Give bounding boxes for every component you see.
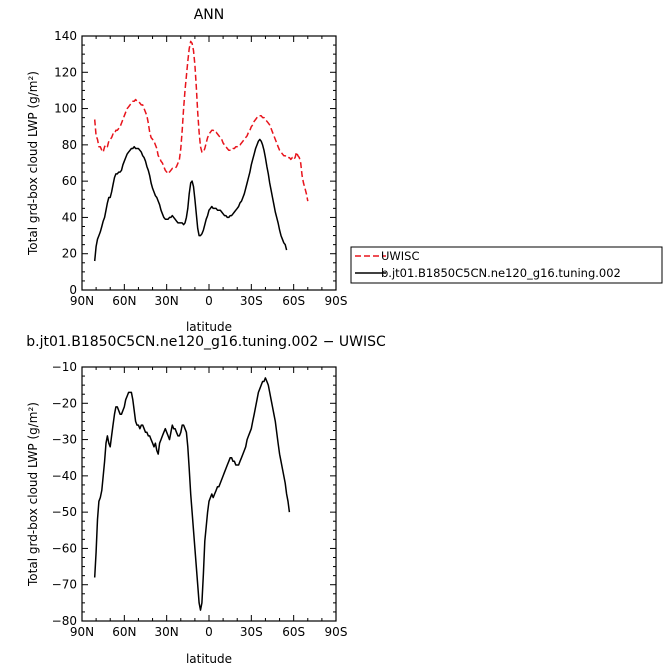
bottom-series-lines: [93, 377, 291, 611]
top-x-axis-label: latitude: [186, 320, 232, 334]
series-line-1-0: [93, 377, 291, 611]
x-tick-label: 30N: [155, 625, 179, 639]
y-tick-label: 80: [62, 138, 77, 152]
top-axis-ticks: 90N 60N 30N 0 30S 60S 90S 0 20 40 60 80 100 120 140: [54, 29, 347, 308]
x-tick-label: 30S: [240, 625, 263, 639]
y-tick-label: −80: [52, 614, 77, 628]
x-tick-label: 90S: [325, 625, 348, 639]
top-plot-frame: [81, 35, 337, 291]
bottom-plot-frame: [81, 366, 337, 622]
legend: UWISC b.jt01.B1850C5CN.ne120_g16.tuning.…: [350, 246, 663, 284]
y-tick-label: 0: [69, 283, 77, 297]
y-tick-label: −70: [52, 578, 77, 592]
bottom-y-axis-label: Total grd-box cloud LWP (g/m²): [26, 402, 40, 587]
x-tick-label: 60N: [112, 625, 136, 639]
y-tick-label: 60: [62, 174, 77, 188]
legend-box: [350, 246, 663, 284]
y-tick-label: 140: [54, 29, 77, 43]
x-tick-label: 60S: [282, 294, 305, 308]
y-tick-label: −10: [52, 360, 77, 374]
y-tick-label: 20: [62, 247, 77, 261]
x-tick-label: 30N: [155, 294, 179, 308]
x-tick-label: 90N: [70, 625, 94, 639]
y-tick-label: 40: [62, 210, 77, 224]
x-tick-label: 30S: [240, 294, 263, 308]
top-chart-title: ANN: [194, 7, 225, 23]
bottom-axis-ticks: 90N 60N 30N 0 30S 60S 90S −80 −70 −60 −50 −40 −30 −20…: [52, 360, 348, 639]
x-tick-label: 0: [205, 625, 213, 639]
y-tick-label: −20: [52, 396, 77, 410]
legend-label-model: b.jt01.B1850C5CN.ne120_g16.tuning.002: [381, 266, 621, 280]
top-series-lines: [93, 40, 309, 262]
y-tick-label: −30: [52, 433, 77, 447]
bottom-chart-title: b.jt01.B1850C5CN.ne120_g16.tuning.002 − …: [26, 334, 386, 350]
series-line-0-1: [93, 138, 288, 262]
series-line-0-0: [93, 40, 309, 202]
y-tick-label: 100: [54, 102, 77, 116]
y-tick-label: −50: [52, 505, 77, 519]
y-tick-label: −40: [52, 469, 77, 483]
bottom-x-axis-label: latitude: [186, 652, 232, 666]
y-tick-label: −60: [52, 541, 77, 555]
panel-bottom: b.jt01.B1850C5CN.ne120_g16.tuning.002 − …: [26, 334, 386, 666]
x-tick-label: 90N: [70, 294, 94, 308]
y-tick-label: 120: [54, 65, 77, 79]
x-tick-label: 0: [205, 294, 213, 308]
x-tick-label: 90S: [325, 294, 348, 308]
x-tick-label: 60N: [112, 294, 136, 308]
legend-label-uwisc: UWISC: [381, 249, 420, 263]
top-y-axis-label: Total grd-box cloud LWP (g/m²): [26, 71, 40, 256]
panel-top: ANN 90N 60N 30N 0 30S 60S 90S 0 20 40 60 80 100 120 14…: [26, 7, 347, 334]
x-tick-label: 60S: [282, 625, 305, 639]
